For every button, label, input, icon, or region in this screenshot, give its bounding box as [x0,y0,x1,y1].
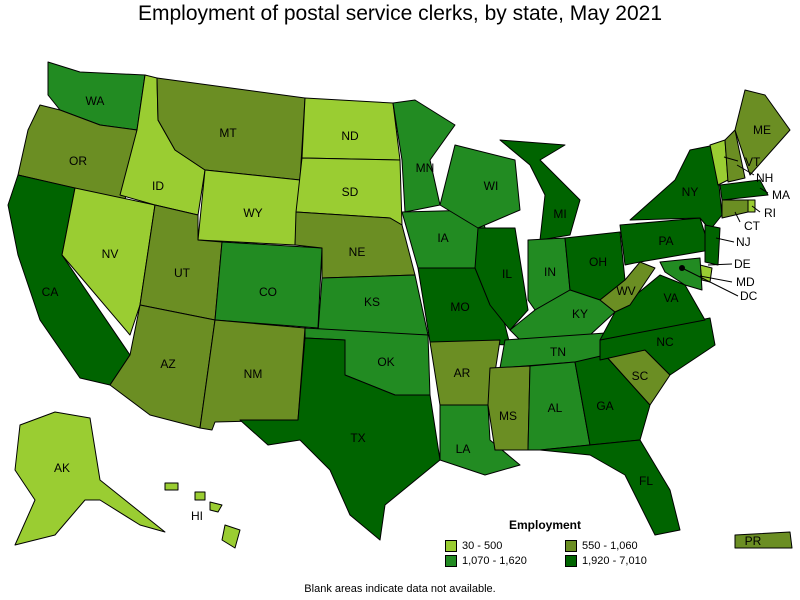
label-DE: DE [734,257,751,271]
label-UT: UT [174,266,191,280]
state-MI[interactable] [499,139,581,241]
state-NJ[interactable] [704,224,721,266]
label-CA: CA [42,285,59,299]
label-MA: MA [772,188,790,202]
label-WV: WV [616,284,635,298]
label-LA: LA [456,442,471,456]
footnote: Blank areas indicate data not available. [304,583,496,595]
label-NE: NE [349,245,366,259]
state-NC[interactable] [599,317,716,376]
label-NY: NY [682,185,699,199]
label-VT: VT [745,155,761,169]
label-MS: MS [499,409,517,423]
legend-label-4: 1,920 - 7,010 [582,555,647,567]
label-GA: GA [596,399,613,413]
label-MD: MD [736,275,755,289]
label-NM: NM [244,367,263,381]
legend-label-3: 1,070 - 1,620 [462,555,527,567]
label-AZ: AZ [160,357,175,371]
state-RI[interactable] [747,199,756,213]
legend: Employment 30 - 500 550 - 1,060 1,070 - … [445,518,675,567]
state-AK[interactable] [14,411,166,546]
label-NJ: NJ [736,235,751,249]
label-ME: ME [753,123,771,137]
label-NV: NV [102,247,119,261]
state-TX[interactable] [239,337,441,541]
label-HI: HI [191,509,203,523]
legend-swatch-2 [565,540,577,552]
legend-item-4: 1,920 - 7,010 [565,555,675,567]
state-MS[interactable] [487,365,531,451]
label-MT: MT [219,126,237,140]
label-RI: RI [764,206,776,220]
state-MD[interactable] [659,257,703,291]
label-WY: WY [243,206,262,220]
label-SD: SD [342,185,359,199]
state-NV[interactable] [61,187,156,336]
label-IL: IL [502,267,512,281]
label-MN: MN [416,161,435,175]
label-IA: IA [437,231,448,245]
state-PA[interactable] [619,217,711,266]
label-VA: VA [663,291,678,305]
state-WI[interactable] [439,144,521,229]
label-ND: ND [341,129,359,143]
label-IN: IN [544,265,556,279]
legend-item-2: 550 - 1,060 [565,540,675,552]
state-WV[interactable] [599,261,656,313]
label-MO: MO [450,300,469,314]
label-NH: NH [756,171,773,185]
legend-swatch-3 [445,555,457,567]
state-CT[interactable] [721,199,749,219]
state-NH[interactable] [724,129,746,183]
label-DC: DC [740,289,758,303]
label-WI: WI [484,179,499,193]
state-VA[interactable] [599,274,706,341]
label-SC: SC [632,369,649,383]
label-AR: AR [454,366,471,380]
state-MA[interactable] [719,179,769,201]
label-AL: AL [548,401,563,415]
legend-title: Employment [509,518,582,532]
label-WA: WA [86,94,105,108]
legend-swatch-1 [445,540,457,552]
legend-item-1: 30 - 500 [445,540,565,552]
label-MI: MI [553,207,566,221]
label-CO: CO [259,285,277,299]
legend-swatch-4 [565,555,577,567]
state-MN[interactable] [392,99,456,213]
label-ID: ID [152,179,164,193]
state-FL[interactable] [539,439,681,536]
legend-item-3: 1,070 - 1,620 [445,555,565,567]
label-OR: OR [69,154,87,168]
label-TN: TN [550,345,566,359]
state-ME[interactable] [734,89,791,176]
state-NY[interactable] [629,144,723,231]
label-CT: CT [744,219,761,233]
label-OH: OH [589,255,607,269]
label-PA: PA [658,234,673,248]
map-title: Employment of postal service clerks, by … [137,2,663,25]
legend-label-2: 550 - 1,060 [582,540,638,552]
state-HI[interactable] [164,482,241,549]
state-PR[interactable] [734,531,793,549]
label-OK: OK [377,355,394,369]
label-PR: PR [745,534,762,548]
label-FL: FL [639,474,653,488]
label-TX: TX [350,431,365,445]
callout-lines [681,156,769,297]
label-KS: KS [364,295,380,309]
label-KY: KY [572,307,588,321]
legend-label-1: 30 - 500 [462,540,503,552]
label-AK: AK [54,461,70,475]
label-NC: NC [656,335,674,349]
